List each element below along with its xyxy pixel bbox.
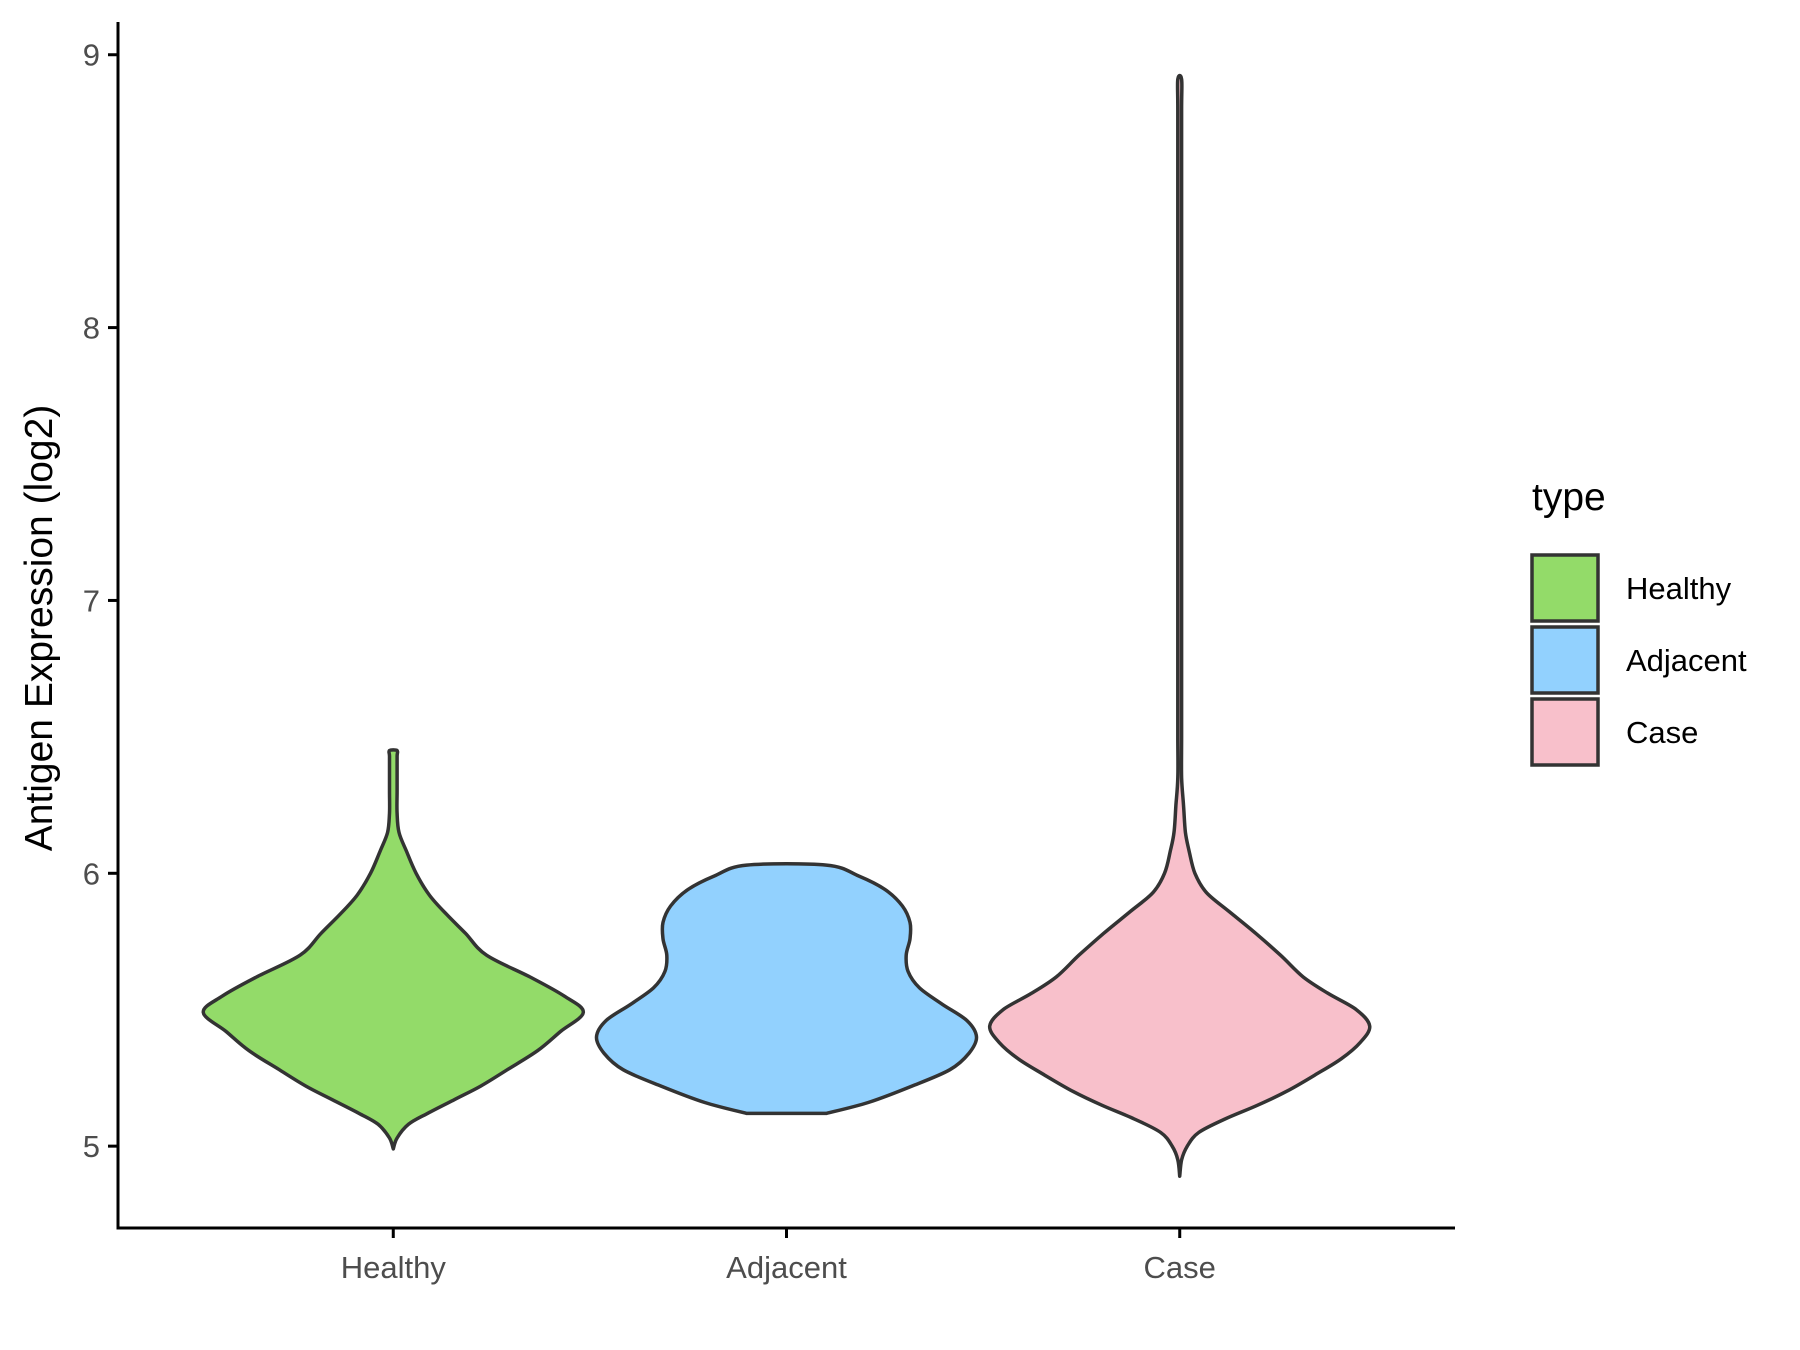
- legend-label-healthy: Healthy: [1626, 571, 1732, 606]
- legend-label-case: Case: [1626, 715, 1698, 750]
- legend-label-adjacent: Adjacent: [1626, 643, 1747, 678]
- y-axis-title: Antigen Expression (log2): [18, 405, 61, 852]
- violin-adjacent: [594, 862, 979, 1116]
- y-tick-label: 7: [83, 583, 100, 618]
- violin-healthy: [201, 748, 586, 1151]
- legend: type Healthy Adjacent Case: [1530, 476, 1747, 767]
- legend-title: type: [1532, 476, 1606, 519]
- legend-key-case: [1530, 697, 1600, 767]
- x-tick-label-case: Case: [1144, 1250, 1216, 1285]
- y-tick-label: 5: [83, 1129, 100, 1164]
- x-tick-label-healthy: Healthy: [341, 1250, 447, 1285]
- y-tick-label: 9: [83, 38, 100, 73]
- legend-key-adjacent: [1530, 625, 1600, 695]
- violin-case: [987, 73, 1372, 1178]
- legend-key-healthy: [1530, 553, 1600, 623]
- y-tick-label: 6: [83, 856, 100, 891]
- x-tick-label-adjacent: Adjacent: [726, 1250, 847, 1285]
- violins-group: [201, 73, 1372, 1178]
- axes-group: 5 6 7 8 9 Healthy Adjacent Case: [83, 22, 1455, 1285]
- y-tick-label: 8: [83, 311, 100, 346]
